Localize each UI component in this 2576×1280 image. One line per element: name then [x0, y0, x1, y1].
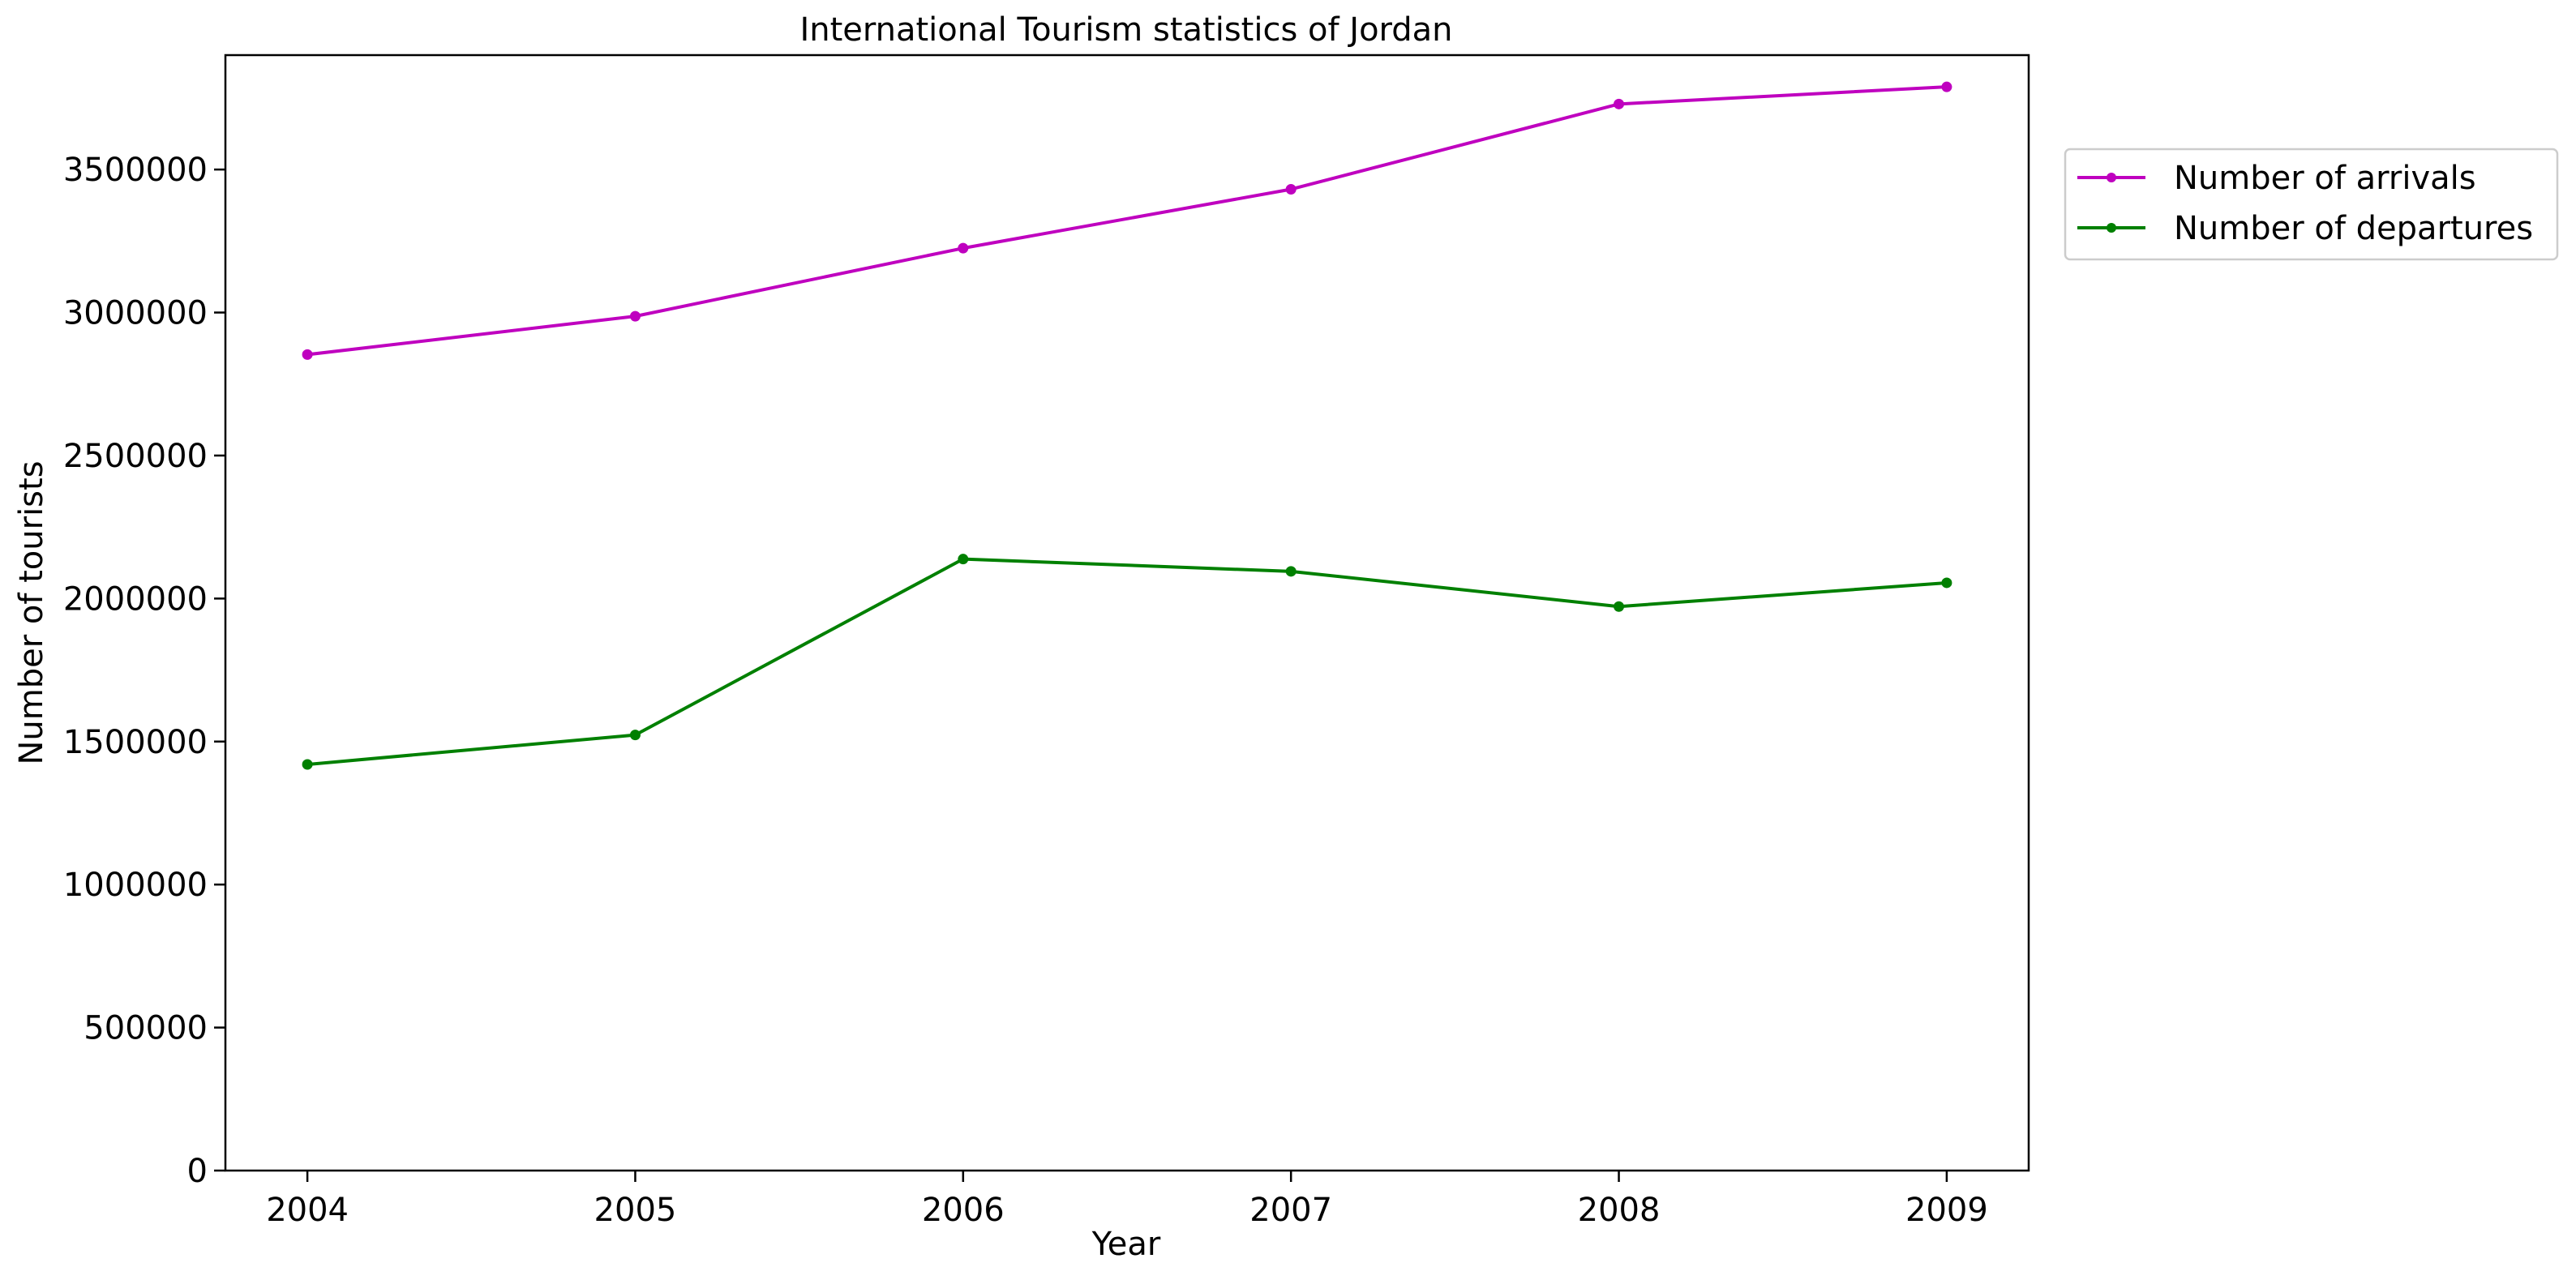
x-axis-label: Year: [1091, 1226, 1161, 1263]
data-point: [302, 349, 313, 360]
legend-items: Number of arrivals Number of departures: [2077, 160, 2533, 247]
data-point: [629, 310, 641, 322]
series-line: [306, 557, 1948, 766]
data-point: [1285, 183, 1297, 195]
series-layer: [302, 81, 1952, 770]
data-point: [958, 554, 969, 565]
x-tick-label: 2006: [922, 1192, 1005, 1229]
data-point: [1614, 98, 1625, 109]
plot-area: [224, 54, 2030, 1172]
y-tick-label: 1500000: [63, 724, 208, 761]
data-point: [958, 242, 969, 254]
legend-frame: [2064, 148, 2559, 261]
legend-label: Number of arrivals: [2174, 160, 2476, 197]
data-point: [1941, 577, 1952, 589]
legend-marker: [2107, 223, 2116, 233]
y-tick-label: 500000: [84, 1010, 208, 1047]
y-tick-label: 3000000: [63, 295, 208, 332]
x-tick-label: 2007: [1249, 1192, 1332, 1229]
y-tick-label: 0: [187, 1153, 208, 1190]
data-point: [1285, 566, 1297, 577]
y-axis-label: Number of tourists: [13, 460, 50, 764]
y-tick-label: 2000000: [63, 580, 208, 618]
series-0: [302, 81, 1952, 360]
data-point: [1614, 601, 1625, 612]
x-tick-label: 2008: [1578, 1192, 1661, 1229]
legend-marker: [2107, 173, 2116, 182]
y-tick-label: 2500000: [63, 438, 208, 475]
x-axis: 2004 2005 2006 2007 2008 2009: [266, 1171, 1988, 1229]
legend: Number of arrivals Number of departures: [2064, 148, 2559, 261]
y-tick-label: 1000000: [63, 867, 208, 904]
y-axis: 0 500000 1000000 1500000 2000000 2500000 30000…: [63, 152, 225, 1190]
legend-item: Number of arrivals: [2077, 160, 2476, 197]
data-point: [302, 759, 313, 770]
series-line: [306, 85, 1948, 357]
x-tick-label: 2009: [1905, 1192, 1988, 1229]
data-point: [1941, 81, 1952, 92]
data-point: [629, 730, 641, 741]
x-tick-label: 2004: [266, 1192, 349, 1229]
y-tick-label: 3500000: [63, 152, 208, 189]
legend-label: Number of departures: [2174, 210, 2533, 247]
chart-title: International Tourism statistics of Jord…: [799, 11, 1452, 49]
legend-item: Number of departures: [2077, 210, 2533, 247]
x-tick-label: 2005: [594, 1192, 677, 1229]
plot-frame: [224, 54, 2030, 1172]
series-1: [302, 554, 1952, 770]
